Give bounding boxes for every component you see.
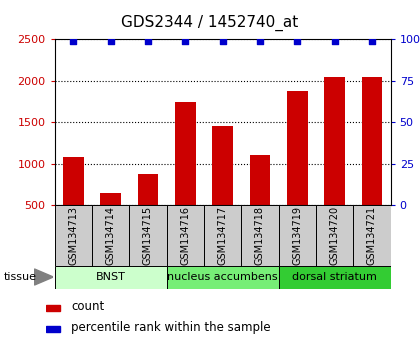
Text: GSM134714: GSM134714 [105,206,116,265]
Bar [241,205,278,266]
Bar [55,205,92,266]
Bar [92,205,129,266]
Bar [213,126,233,247]
Point [369,38,375,44]
Bar [55,266,167,289]
Point [182,38,189,44]
Bar [249,155,270,247]
Text: tissue: tissue [4,272,37,282]
Text: dorsal striatum: dorsal striatum [292,272,377,282]
Bar [287,91,307,247]
Bar [46,326,60,332]
Text: GSM134717: GSM134717 [218,206,228,265]
Text: GSM134719: GSM134719 [292,206,302,265]
Point [70,38,76,44]
Bar [204,205,241,266]
Bar [167,266,278,289]
Bar [167,205,204,266]
Point [294,38,301,44]
Bar [278,205,316,266]
Text: GSM134713: GSM134713 [68,206,78,265]
Text: GSM134716: GSM134716 [180,206,190,265]
Text: nucleus accumbens: nucleus accumbens [167,272,278,282]
Point [144,38,151,44]
Bar [278,266,391,289]
Text: BNST: BNST [96,272,126,282]
Text: GSM134718: GSM134718 [255,206,265,265]
Bar [324,77,345,247]
Bar [138,174,158,247]
Text: count: count [71,301,105,313]
Bar [63,157,84,247]
Point [107,38,114,44]
Point [331,38,338,44]
Text: GSM134720: GSM134720 [330,206,340,265]
Bar [46,304,60,311]
Bar [362,77,382,247]
Point [219,38,226,44]
Bar [175,102,196,247]
Text: percentile rank within the sample: percentile rank within the sample [71,321,271,334]
Bar [353,205,391,266]
Bar [100,193,121,247]
Text: GSM134721: GSM134721 [367,206,377,265]
Polygon shape [34,269,53,285]
Text: GDS2344 / 1452740_at: GDS2344 / 1452740_at [121,15,299,31]
Bar [129,205,167,266]
Text: GSM134715: GSM134715 [143,206,153,265]
Point [257,38,263,44]
Bar [316,205,353,266]
